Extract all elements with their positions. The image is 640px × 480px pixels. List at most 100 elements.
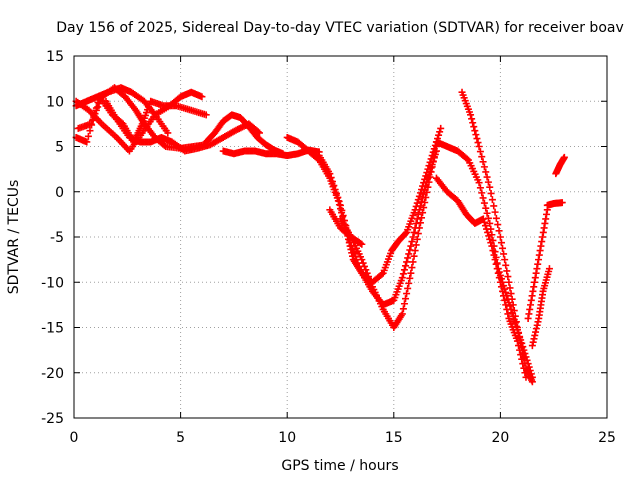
- data-point: [505, 278, 513, 286]
- x-tick-label: 20: [491, 430, 509, 446]
- data-point: [90, 113, 98, 121]
- data-point: [405, 250, 413, 258]
- data-point: [493, 265, 501, 273]
- data-point: [399, 270, 407, 278]
- data-point: [503, 267, 511, 275]
- data-point: [402, 230, 410, 238]
- data-point: [507, 290, 515, 298]
- data-point: [412, 241, 420, 249]
- data-point: [494, 269, 502, 277]
- data-point: [160, 141, 168, 149]
- data-point: [517, 339, 525, 347]
- data-point: [91, 110, 99, 118]
- data-point: [95, 100, 103, 108]
- data-point: [403, 258, 411, 266]
- data-point: [504, 310, 512, 318]
- data-point: [164, 129, 172, 137]
- data-point: [404, 284, 412, 292]
- data-point: [358, 240, 366, 248]
- data-point: [416, 219, 424, 227]
- x-axis-label: GPS time / hours: [281, 458, 398, 474]
- data-point: [400, 300, 408, 308]
- data-point: [487, 189, 495, 197]
- data-point: [516, 334, 524, 342]
- data-point: [435, 131, 443, 139]
- data-point: [484, 178, 492, 186]
- data-point: [92, 106, 100, 114]
- data-point: [331, 185, 339, 193]
- data-point: [480, 163, 488, 171]
- data-point: [528, 378, 536, 386]
- y-tick-label: 15: [46, 49, 64, 65]
- data-point: [502, 301, 510, 309]
- data-point: [521, 359, 529, 367]
- data-point: [202, 111, 210, 119]
- data-point: [422, 193, 430, 201]
- data-point: [405, 279, 413, 287]
- data-point: [488, 196, 496, 204]
- data-point: [560, 153, 568, 161]
- data-point: [88, 116, 96, 124]
- data-point: [378, 270, 386, 278]
- series-t15: [524, 206, 551, 322]
- data-point: [358, 256, 366, 264]
- data-point: [495, 227, 503, 235]
- data-point: [499, 287, 507, 295]
- data-point: [479, 158, 487, 166]
- series-t14: [458, 88, 536, 386]
- data-point: [407, 269, 415, 277]
- data-point: [421, 198, 429, 206]
- y-tick-label: 10: [46, 94, 64, 110]
- data-point: [486, 183, 494, 191]
- data-point: [479, 194, 487, 202]
- y-tick-label: 5: [55, 140, 64, 156]
- data-point: [360, 262, 368, 270]
- data-point: [500, 250, 508, 258]
- data-point: [512, 318, 520, 326]
- data-point: [511, 312, 519, 320]
- x-tick-label: 0: [70, 430, 79, 446]
- data-point: [463, 155, 471, 163]
- data-point: [515, 329, 523, 337]
- data-point: [501, 256, 509, 264]
- data-point: [338, 206, 346, 214]
- data-point: [436, 128, 444, 136]
- data-point: [350, 249, 358, 257]
- series-t4: [72, 84, 172, 137]
- data-point: [326, 170, 334, 178]
- data-point: [472, 131, 480, 139]
- data-point: [480, 199, 488, 207]
- data-point: [483, 173, 491, 181]
- series-t11: [326, 206, 366, 248]
- data-point: [334, 193, 342, 201]
- data-point: [492, 260, 500, 268]
- data-point: [403, 290, 411, 298]
- data-point: [419, 209, 427, 217]
- data-point: [481, 222, 489, 230]
- data-point: [411, 247, 419, 255]
- data-point: [484, 228, 492, 236]
- data-point: [404, 254, 412, 262]
- data-point: [508, 295, 516, 303]
- x-tick-label: 5: [176, 430, 185, 446]
- data-point: [480, 218, 488, 226]
- data-point: [488, 242, 496, 250]
- data-point: [327, 174, 335, 182]
- data-point: [487, 239, 495, 247]
- data-point: [430, 153, 438, 161]
- y-tick-label: 0: [55, 185, 64, 201]
- data-point: [490, 251, 498, 259]
- data-point: [506, 302, 514, 310]
- data-point: [429, 158, 437, 166]
- data-point: [506, 284, 514, 292]
- data-point: [367, 279, 375, 287]
- data-point: [416, 189, 424, 197]
- data-point: [410, 252, 418, 260]
- data-point: [504, 273, 512, 281]
- data-point: [87, 120, 95, 128]
- data-point: [473, 135, 481, 143]
- data-point: [469, 119, 477, 127]
- data-point: [491, 208, 499, 216]
- data-point: [329, 178, 337, 186]
